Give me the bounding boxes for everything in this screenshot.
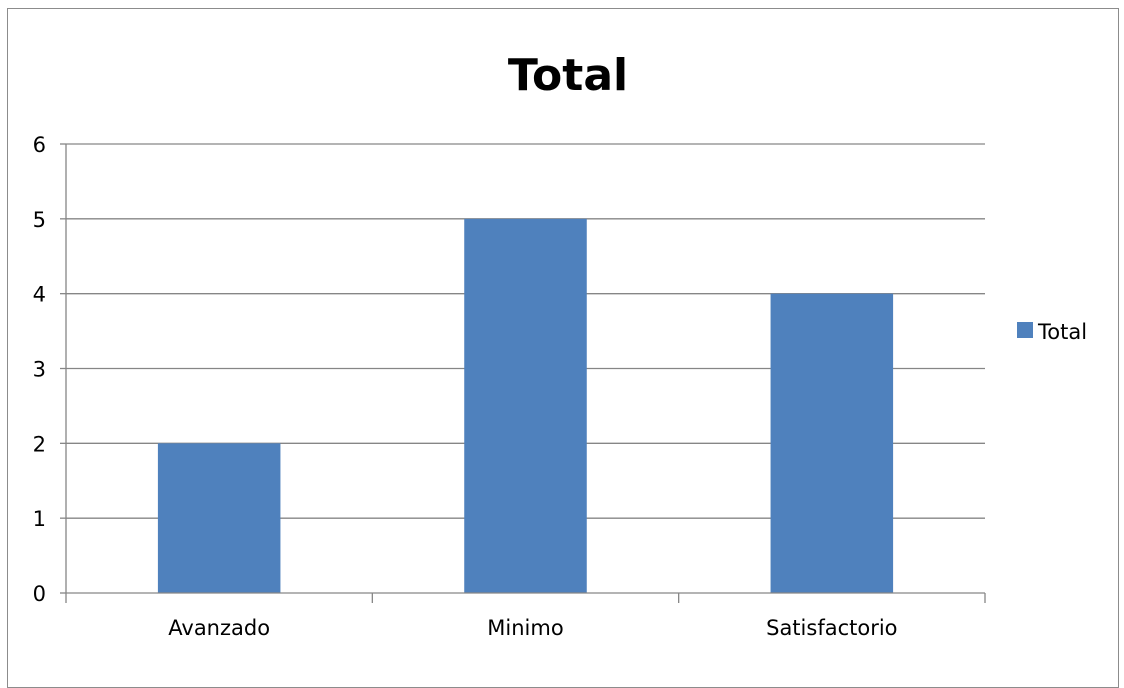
- bar-satisfactorio: [770, 293, 894, 593]
- x-tick-label-avanzado: Avanzado: [168, 616, 270, 640]
- x-axis-tick-labels: Avanzado Minimo Satisfactorio: [168, 616, 897, 640]
- legend-swatch-total: [1017, 322, 1033, 338]
- y-tick-label-6: 6: [33, 133, 46, 157]
- y-tick-label-1: 1: [33, 507, 46, 531]
- legend-label-total: Total: [1037, 320, 1087, 344]
- legend: Total: [1017, 320, 1087, 344]
- y-tick-label-2: 2: [33, 432, 46, 456]
- y-tick-label-5: 5: [33, 208, 46, 232]
- chart-title: Total: [508, 50, 628, 101]
- bar-minimo: [464, 218, 587, 594]
- y-tick-label-4: 4: [33, 283, 46, 307]
- bar-chart: Total 0 1 2 3 4 5 6 Avanzado Minimo Satisfactori…: [33, 50, 1087, 640]
- axes: [60, 143, 986, 603]
- x-tick-label-satisfactorio: Satisfactorio: [766, 616, 897, 640]
- y-tick-label-3: 3: [33, 358, 46, 382]
- x-tick-label-minimo: Minimo: [487, 616, 563, 640]
- y-tick-label-0: 0: [33, 582, 46, 606]
- bars: [157, 218, 894, 594]
- bar-avanzado: [157, 443, 281, 593]
- y-axis-tick-labels: 0 1 2 3 4 5 6: [33, 133, 46, 606]
